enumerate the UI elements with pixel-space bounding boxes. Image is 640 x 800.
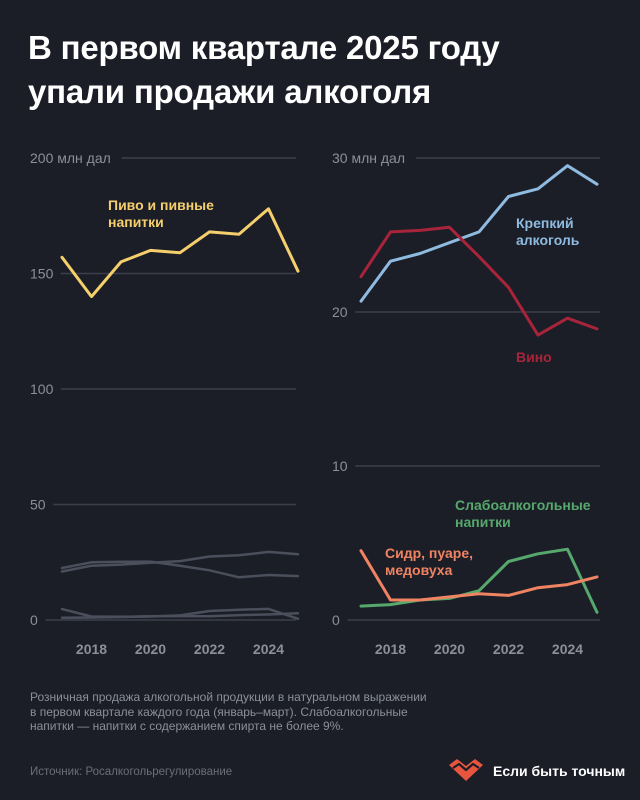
x-tick-label: 2022 xyxy=(493,641,524,657)
series-label-line: Сидр, пуаре, xyxy=(385,545,473,561)
source-text: Источник: Росалкогольрегулирование xyxy=(30,766,233,778)
brand[interactable]: Если быть точным xyxy=(447,759,625,783)
series-line-strong xyxy=(60,550,300,573)
series-line-low_alcohol xyxy=(359,547,599,614)
page-title: В первом квартале 2025 году упали продаж… xyxy=(28,26,618,114)
chart-panel-2: 0 10 20 30 млн дал 2018 2020 2022 2024 Крепкий ал… xyxy=(332,150,600,657)
title-line-1: В первом квартале 2025 году xyxy=(28,29,500,66)
series-line-wine xyxy=(359,225,599,337)
series-label-line: Пиво и пивные xyxy=(108,197,214,213)
y-tick-label: 0 xyxy=(332,612,340,628)
x-tick-label: 2018 xyxy=(375,641,406,657)
brand-name: Если быть точным xyxy=(493,763,626,779)
chart-panel-1: 0 50 100 150 200 млн дал 2018 2020 2022 2024 Пиво… xyxy=(30,150,300,657)
y-tick-label: 50 xyxy=(30,497,46,513)
y-tick-label: 10 xyxy=(332,458,348,474)
y-tick-label: 30 млн дал xyxy=(332,150,405,166)
y-tick-label: 20 xyxy=(332,304,348,320)
x-tick-label: 2020 xyxy=(135,641,166,657)
heart-zigzag-icon xyxy=(449,759,483,781)
series-label-line: медовуха xyxy=(385,562,453,578)
series-label-line: алкоголь xyxy=(516,232,580,248)
x-tick-label: 2022 xyxy=(194,641,225,657)
series-label-cider: Сидр, пуаре, медовуха xyxy=(385,545,473,578)
series-label-low_alcohol: Слабоалкогольные напитки xyxy=(455,497,591,530)
x-tick-label: 2024 xyxy=(253,641,284,657)
series-label-line: напитки xyxy=(455,514,511,530)
series-label-wine: Вино xyxy=(516,349,552,365)
x-tick-label: 2020 xyxy=(434,641,465,657)
y-tick-label: 150 xyxy=(30,266,54,282)
series-label-line: Вино xyxy=(516,349,552,365)
series-line-strong xyxy=(359,164,599,303)
series-label-beer: Пиво и пивные напитки xyxy=(108,197,214,230)
series-label-strong: Крепкий алкоголь xyxy=(516,215,580,248)
series-line-beer xyxy=(60,207,300,299)
y-tick-label: 100 xyxy=(30,381,54,397)
chart-note: Розничная продажа алкогольной продукции … xyxy=(30,690,427,733)
y-tick-label: 0 xyxy=(30,612,38,628)
series-label-line: Слабоалкогольные xyxy=(455,497,591,513)
series-label-line: напитки xyxy=(108,214,164,230)
title-line-2: упали продажи алкоголя xyxy=(28,73,432,110)
series-label-line: Крепкий xyxy=(516,215,574,231)
series-line-cider xyxy=(60,607,300,619)
series-line-wine xyxy=(60,560,300,579)
x-tick-label: 2024 xyxy=(552,641,583,657)
series-line-cider xyxy=(359,549,599,602)
x-tick-label: 2018 xyxy=(76,641,107,657)
y-tick-label: 200 млн дал xyxy=(30,150,111,166)
